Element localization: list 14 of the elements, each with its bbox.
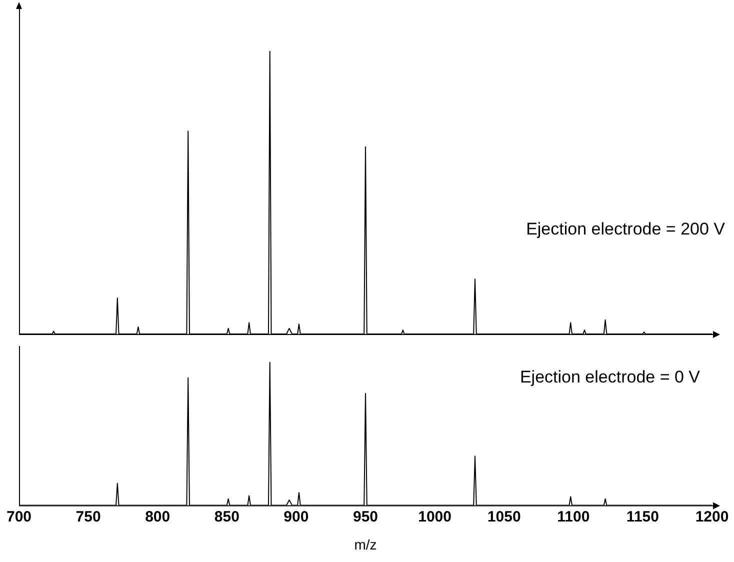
x-tick-label: 950 (352, 508, 378, 526)
annotation: Ejection electrode = 200 V (526, 220, 726, 239)
x-tick-label: 1200 (695, 508, 729, 526)
x-tick-label: 700 (6, 508, 32, 526)
x-tick-label: 1150 (626, 508, 659, 526)
x-tick-label: 900 (284, 508, 309, 526)
annotation: Ejection electrode = 0 V (520, 368, 701, 387)
x-tick-label: 850 (214, 508, 240, 526)
x-tick-label: 750 (76, 508, 101, 526)
x-tick-label: 1100 (557, 508, 590, 526)
x-axis-title: m/z (354, 536, 377, 552)
x-tick-label: 800 (145, 508, 170, 526)
x-tick-label: 1000 (418, 508, 452, 526)
x-tick-label: 1050 (487, 508, 521, 526)
